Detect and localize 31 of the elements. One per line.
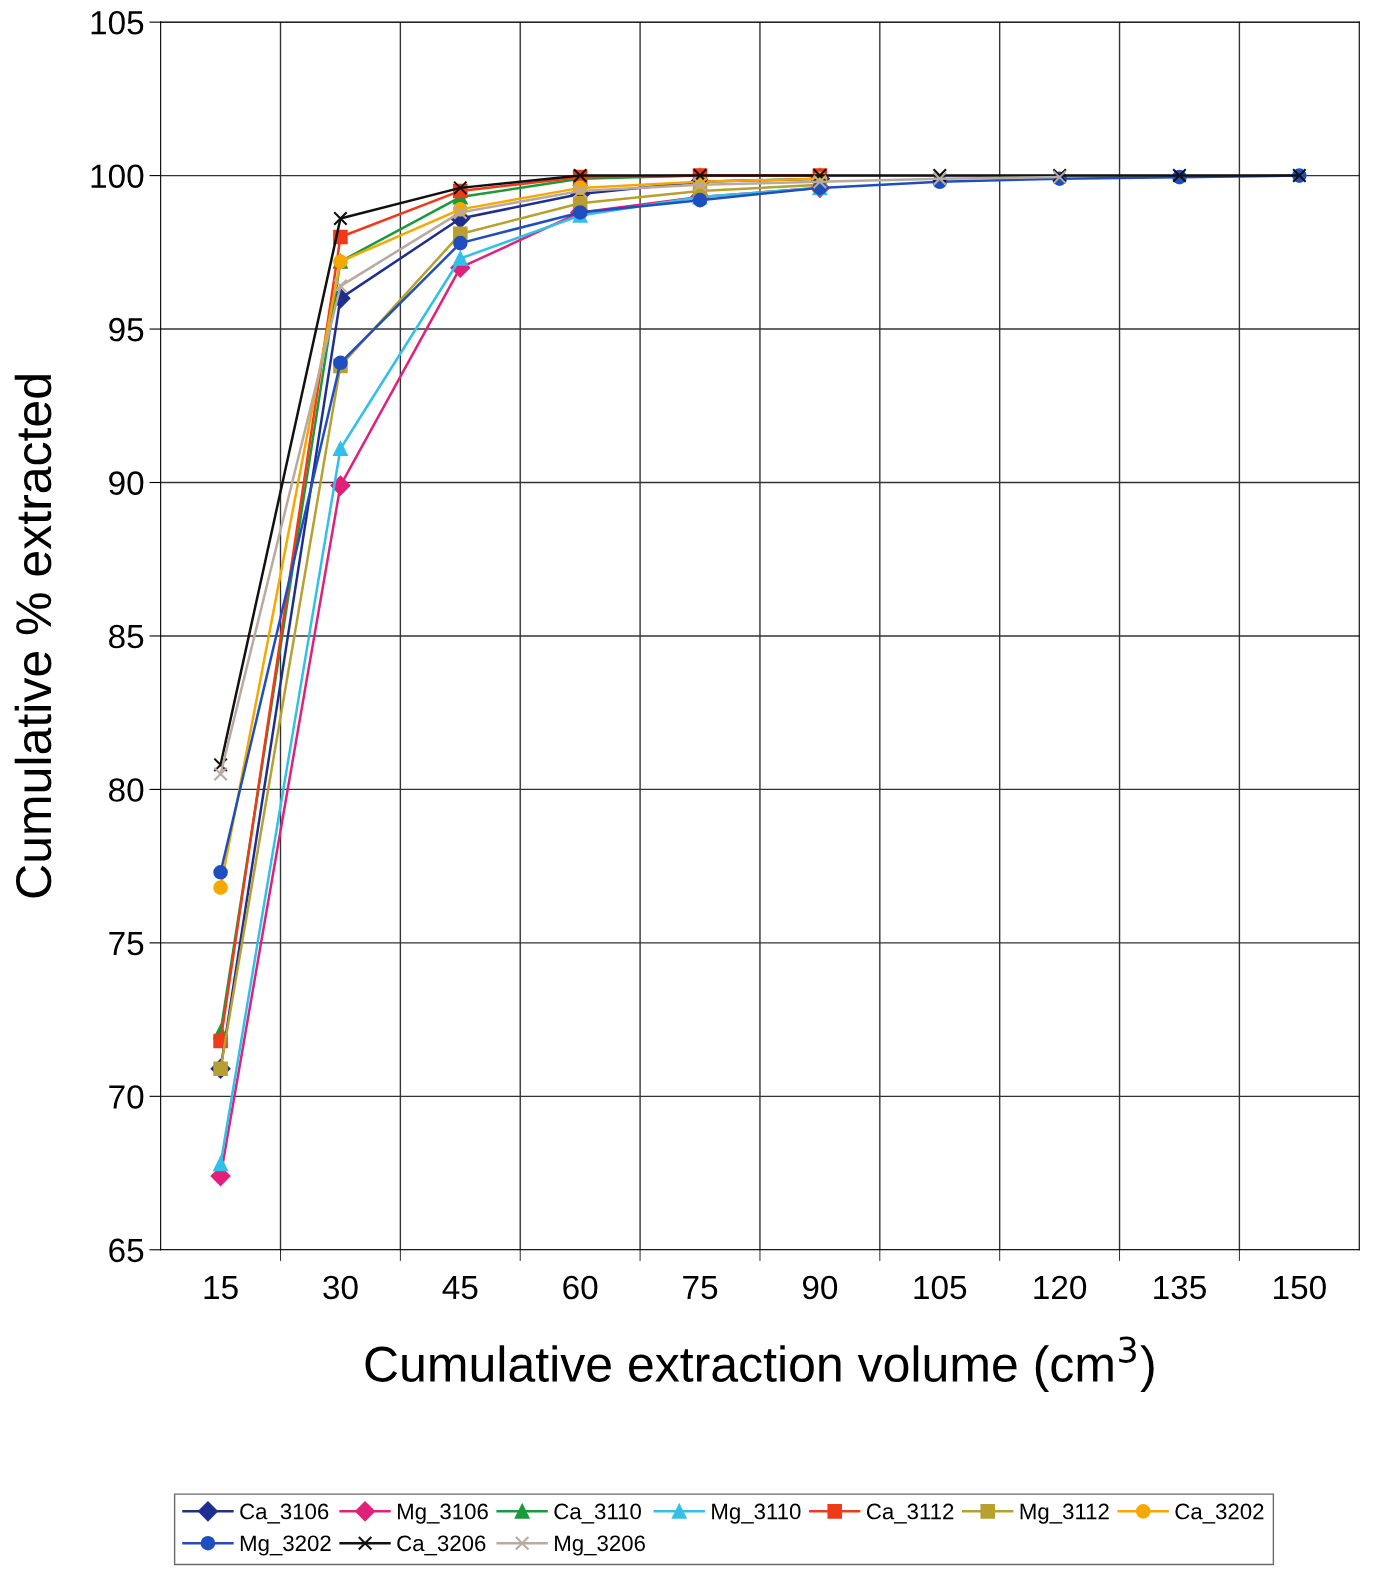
y-axis-title: Cumulative % extracted <box>14 375 52 898</box>
legend-label: Ca_3110 <box>554 1503 641 1524</box>
legend-label: Mg_3110 <box>712 1503 801 1524</box>
y-tick-label: 105 <box>91 10 144 35</box>
y-tick-label: 90 <box>109 471 144 495</box>
x-tick-label: 60 <box>563 1275 598 1300</box>
legend-label: Ca_3112 <box>866 1503 954 1524</box>
y-tick-label: 80 <box>109 778 144 802</box>
x-tick-label: 150 <box>1274 1275 1326 1300</box>
y-tick-label: 75 <box>109 932 144 956</box>
y-tick-label: 100 <box>91 164 144 189</box>
legend-label: Mg_3206 <box>555 1535 645 1556</box>
y-tick-label: 85 <box>109 624 144 649</box>
x-tick-label: 30 <box>323 1275 358 1300</box>
x-tick-label: 135 <box>1154 1275 1206 1300</box>
x-tick-label: 15 <box>204 1276 238 1300</box>
y-tick-label: 70 <box>109 1085 144 1109</box>
x-tick-label: 105 <box>914 1275 967 1300</box>
x-tick-label: 120 <box>1034 1275 1087 1300</box>
legend-label: Ca_3106 <box>240 1503 329 1524</box>
x-axis-title: Cumulative extraction volume (cm$^{3}$) <box>365 1336 1154 1392</box>
legend-label: Mg_3106 <box>397 1503 488 1524</box>
y-tick-label: 95 <box>109 317 144 342</box>
x-tick-label: 75 <box>683 1276 718 1300</box>
y-tick-label: 65 <box>109 1238 144 1263</box>
x-tick-label: 45 <box>442 1276 478 1300</box>
x-tick-label: 90 <box>802 1275 838 1300</box>
legend-label: Ca_3202 <box>1175 1503 1264 1524</box>
legend-label: Mg_3112 <box>1020 1503 1109 1524</box>
legend-label: Mg_3202 <box>240 1535 331 1556</box>
legend-label: Ca_3206 <box>397 1535 486 1556</box>
